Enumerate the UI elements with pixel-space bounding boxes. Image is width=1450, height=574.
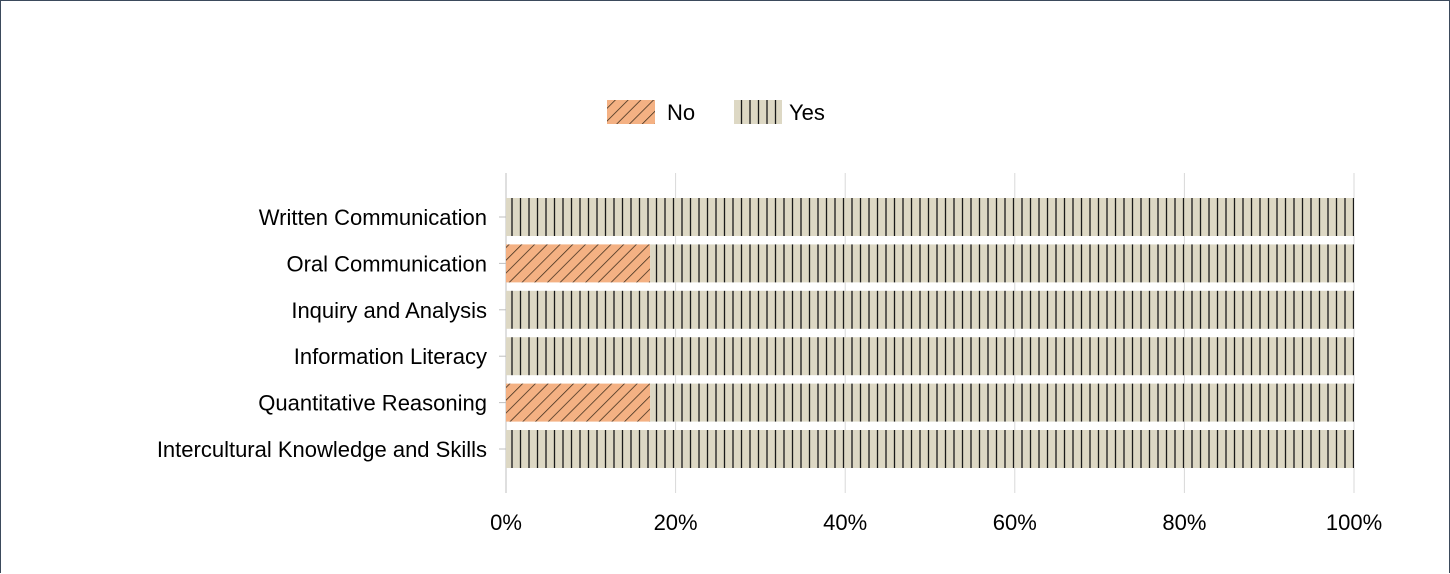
category-label: Quantitative Reasoning [258, 391, 487, 416]
category-label: Written Communication [259, 205, 487, 230]
legend-swatch-no [607, 100, 655, 124]
x-tick-label: 20% [654, 510, 698, 535]
bar-yes-2 [506, 290, 1354, 329]
category-label: Intercultural Knowledge and Skills [157, 437, 487, 462]
x-tick-labels: 0% 20% 40% 60% 80% 100% [490, 510, 1382, 535]
bar-no-4 [506, 383, 651, 422]
bar-yes-1 [650, 244, 1354, 283]
category-labels: Written Communication Oral Communication I… [157, 205, 487, 462]
bar-yes-5 [506, 430, 1354, 468]
legend: No Yes [607, 100, 825, 125]
x-tick-label: 100% [1326, 510, 1382, 535]
y-axis [499, 173, 507, 493]
bar-yes-3 [506, 337, 1354, 376]
legend-label-yes: Yes [789, 100, 825, 125]
bar-yes-4 [650, 383, 1354, 422]
category-label: Information Literacy [294, 344, 487, 369]
x-tick-label: 0% [490, 510, 522, 535]
category-label: Inquiry and Analysis [291, 298, 487, 323]
category-label: Oral Communication [286, 251, 487, 276]
legend-swatch-yes [734, 100, 782, 124]
x-tick-label: 80% [1162, 510, 1206, 535]
bar-no-1 [506, 244, 651, 283]
legend-label-no: No [667, 100, 695, 125]
x-tick-label: 60% [993, 510, 1037, 535]
bar-yes-0 [506, 198, 1354, 236]
bars [506, 198, 1354, 468]
x-tick-label: 40% [823, 510, 867, 535]
